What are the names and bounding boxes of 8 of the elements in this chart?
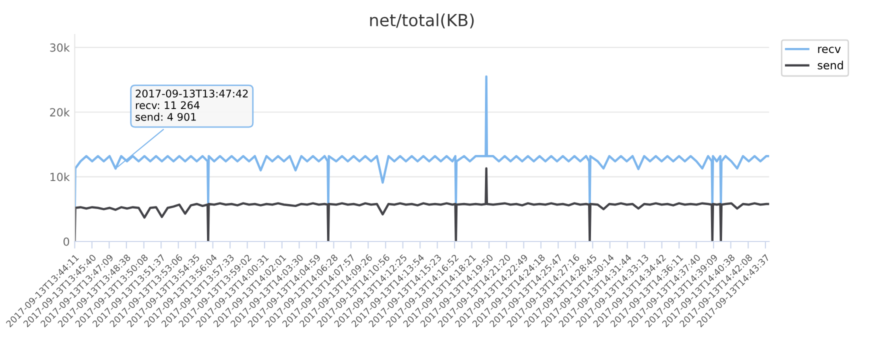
chart-title: net/total(KB)	[370, 14, 474, 28]
y-tick-label: 0	[64, 237, 70, 246]
legend-label: recv	[818, 46, 841, 54]
annotation: 2017-09-13T13:47:42 recv: 11 264 send: 4 901	[136, 90, 248, 121]
y-tick-label: 30k	[50, 43, 70, 52]
legend-label: send	[818, 60, 843, 70]
y-tick-label: 10k	[50, 172, 70, 182]
y-tick-label: 20k	[50, 108, 70, 117]
